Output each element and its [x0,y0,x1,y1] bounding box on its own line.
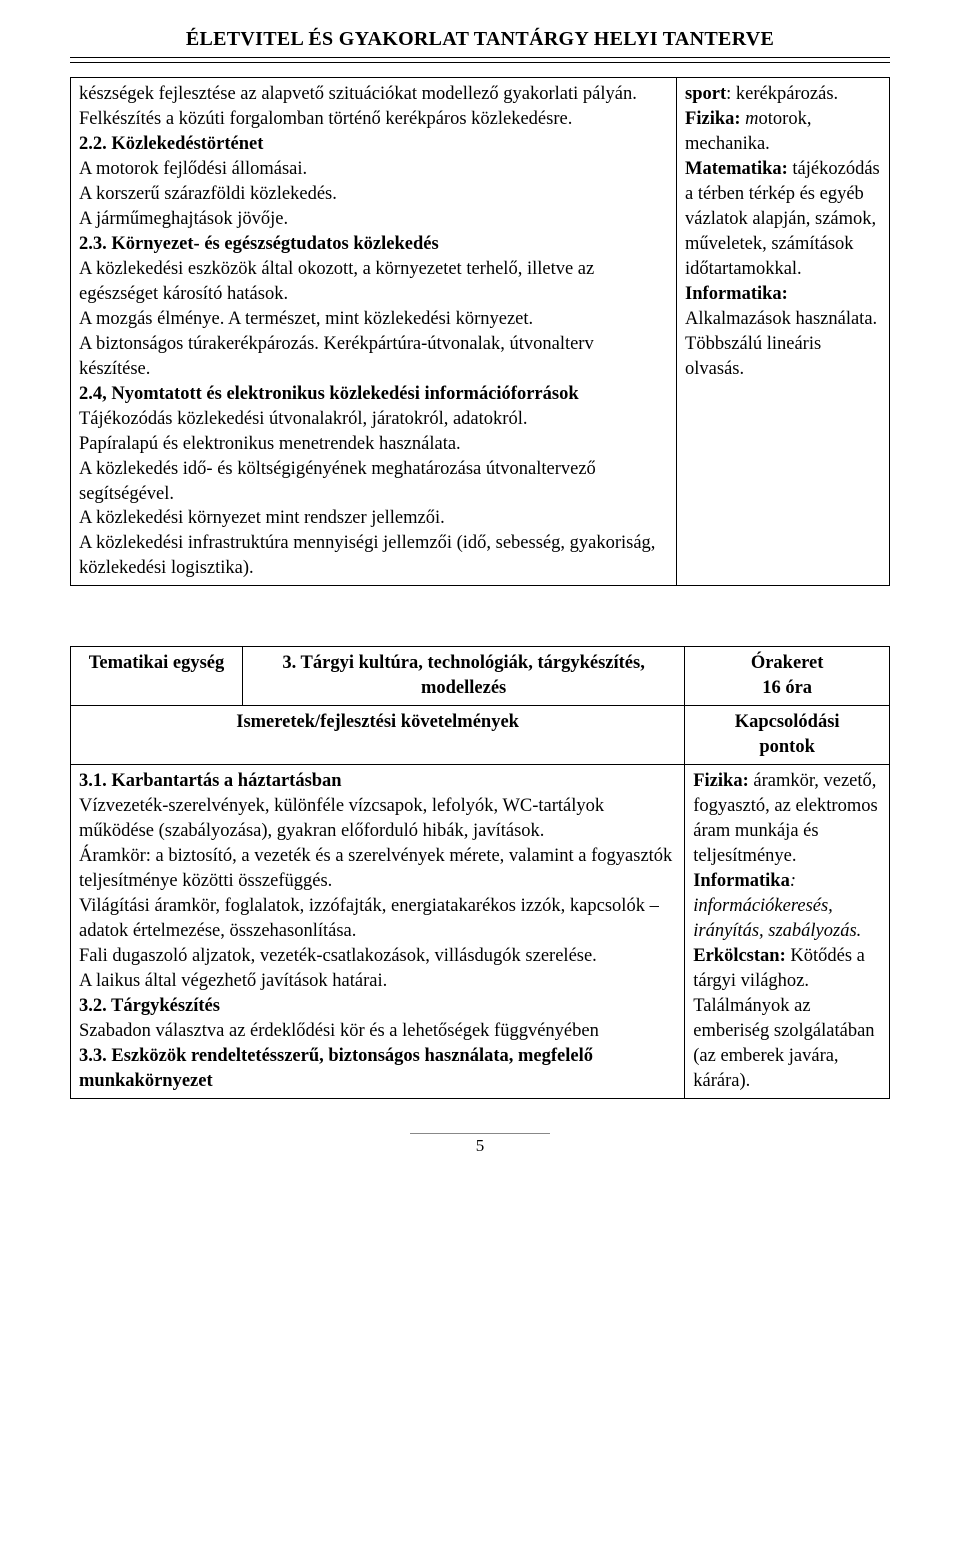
table-section-2: készségek fejlesztése az alapvető szituá… [70,77,890,586]
text: A közlekedés idő- és költségigényének me… [79,459,596,504]
page-number-rule [410,1133,550,1134]
text: Felkészítés a közúti forgalomban történő… [79,109,572,129]
text: Szabadon választva az érdeklődési kör és… [79,1021,599,1041]
table-row: 3.1. Karbantartás a háztartásban Vízveze… [71,765,890,1099]
subject-label: Fizika: [693,771,749,791]
text: Órakeret [751,653,824,673]
cell-main: 3.1. Karbantartás a háztartásban Vízveze… [71,765,685,1099]
heading-2-2: 2.2. Közlekedéstörténet [79,134,263,154]
text: Áramkör: a biztosító, a vezeték és a sze… [79,846,672,891]
subheader-ismeretek: Ismeretek/fejlesztési követelmények [71,706,685,765]
heading-3-1: 3.1. Karbantartás a háztartásban [79,771,342,791]
text: A közlekedési eszközök által okozott, a … [79,259,594,304]
text: m [745,109,758,129]
text: A közlekedési környezet mint rendszer je… [79,508,445,528]
text: A közlekedési infrastruktúra mennyiségi … [79,533,655,578]
text: készségek fejlesztése az alapvető szituá… [79,84,637,104]
table-subheader-row: Ismeretek/fejlesztési követelmények Kapc… [71,706,890,765]
text: A laikus által végezhető javítások határ… [79,971,387,991]
text: Alkalmazások használata. [685,309,877,329]
subject-label: Informatika [693,871,790,891]
text: Találmányok az emberiség szolgálatában (… [693,996,874,1091]
cell-main: készségek fejlesztése az alapvető szituá… [71,78,677,586]
heading-2-3: 2.3. Környezet- és egészségtudatos közle… [79,234,439,254]
table-header-row: Tematikai egység 3. Tárgyi kultúra, tech… [71,647,890,706]
subheader-kapcsolodasi: Kapcsolódási pontok [685,706,890,765]
subject-label: Erkölcstan: [693,946,786,966]
text: Vízvezeték-szerelvények, különféle vízcs… [79,796,604,841]
text: A mozgás élménye. A természet, mint közl… [79,309,533,329]
subject-label: sport [685,84,726,104]
text: pontok [759,737,815,757]
table-row: készségek fejlesztése az alapvető szituá… [71,78,890,586]
text: : kerékpározás. [726,84,838,104]
heading-3-2: 3.2. Tárgykészítés [79,996,220,1016]
text: A korszerű szárazföldi közlekedés. [79,184,337,204]
text: A biztonságos túrakerékpározás. Kerékpár… [79,334,594,379]
subject-label: Informatika: [685,284,788,304]
page-title: ÉLETVITEL ÉS GYAKORLAT TANTÁRGY HELYI TA… [70,28,890,58]
header-title: 3. Tárgyi kultúra, technológiák, tárgyké… [242,647,684,706]
text: Világítási áramkör, foglalatok, izzófajt… [79,896,659,941]
text: A motorok fejlődési állomásai. [79,159,307,179]
text: Kapcsolódási [735,712,840,732]
spacer [70,586,890,646]
heading-2-4: 2.4, Nyomtatott és elektronikus közleked… [79,384,579,404]
text: Tájékozódás közlekedési útvonalakról, já… [79,409,527,429]
subject-label: Fizika: [685,109,745,129]
page-number: 5 [70,1127,890,1156]
header-orakeret: Órakeret 16 óra [685,647,890,706]
header-tematikai: Tematikai egység [71,647,243,706]
table-section-3: Tematikai egység 3. Tárgyi kultúra, tech… [70,646,890,1098]
text: 16 óra [762,678,812,698]
cell-side: sport: kerékpározás. Fizika: motorok, me… [677,78,890,586]
cell-side: Fizika: áramkör, vezető, fogyasztó, az e… [685,765,890,1099]
title-underline [70,62,890,63]
text: Fali dugaszoló aljzatok, vezeték-csatlak… [79,946,597,966]
subject-label: Matematika: [685,159,788,179]
heading-3-3: 3.3. Eszközök rendeltetésszerű, biztonsá… [79,1046,593,1091]
text: Többszálú lineáris olvasás. [685,334,821,379]
page-number-value: 5 [476,1136,485,1155]
text: Papíralapú és elektronikus menetrendek h… [79,434,461,454]
text: A járműmeghajtások jövője. [79,209,288,229]
